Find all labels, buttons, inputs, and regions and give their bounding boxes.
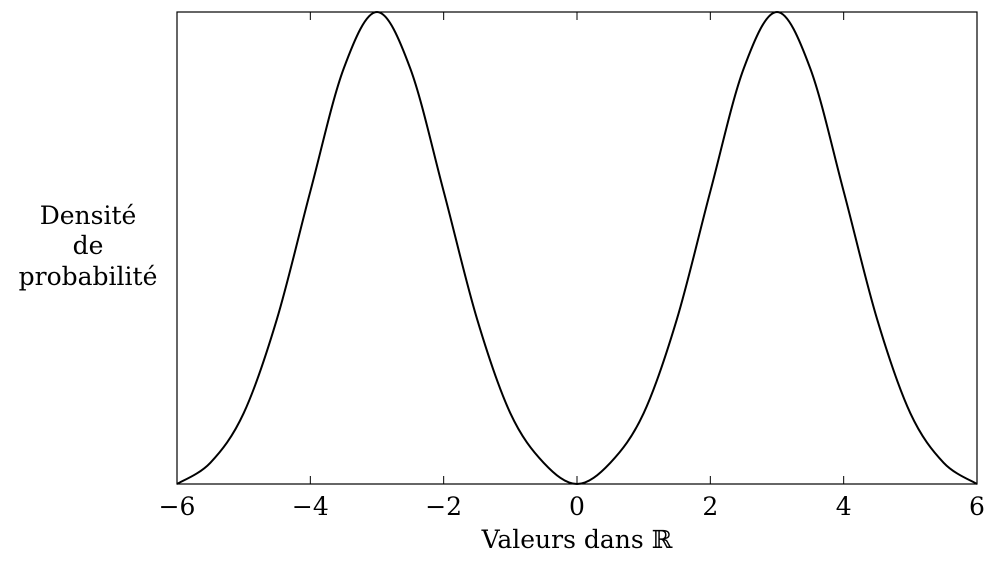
y-axis-label-line-1: Densité [40, 201, 137, 230]
density-curve [176, 10, 978, 486]
x-axis-label: Valeurs dans ℝ [481, 525, 673, 554]
y-axis-label-line-2: de [73, 231, 104, 260]
x-tick-labels: −6 −4 −2 0 2 4 6 [159, 492, 985, 521]
x-tick-label: −6 [159, 492, 196, 521]
x-tick-label: −4 [292, 492, 329, 521]
x-tick-label: −2 [425, 492, 462, 521]
y-axis-label-line-3: probabilité [19, 262, 158, 291]
x-tick-label: 4 [836, 492, 852, 521]
plot-frame [176, 11, 978, 485]
x-tick-label: 2 [702, 492, 718, 521]
x-ticks [176, 12, 978, 484]
x-tick-label: 0 [569, 492, 585, 521]
x-tick-label: 6 [969, 492, 985, 521]
